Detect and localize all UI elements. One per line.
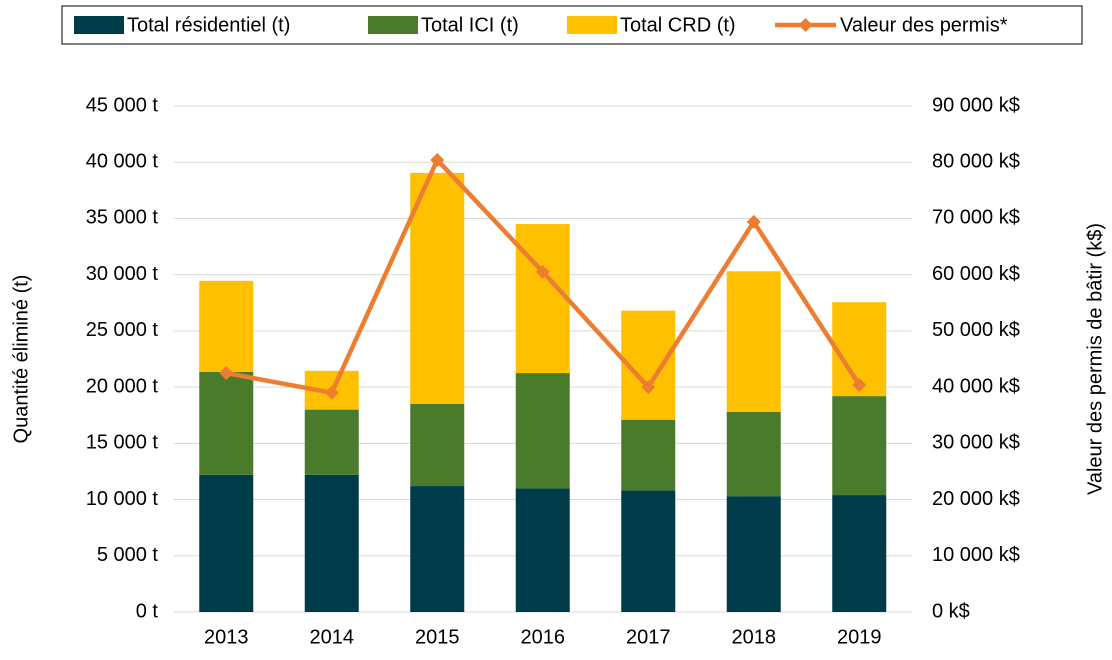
legend-swatch xyxy=(74,16,124,34)
y-tick-label: 45 000 t xyxy=(86,94,159,116)
bar xyxy=(726,271,781,412)
legend-label: Total ICI (t) xyxy=(421,14,519,36)
y2-tick-label: 10 000 k$ xyxy=(932,544,1020,566)
bar xyxy=(304,409,359,475)
x-tick-label: 2016 xyxy=(521,626,566,648)
x-tick-label: 2014 xyxy=(310,626,355,648)
line-marker xyxy=(324,385,339,400)
line-marker xyxy=(430,152,445,167)
bar xyxy=(410,403,465,487)
legend-label: Total CRD (t) xyxy=(620,14,736,36)
x-tick-label: 2018 xyxy=(732,626,777,648)
y-tick-label: 35 000 t xyxy=(86,207,159,229)
y-tick-label: 20 000 t xyxy=(86,375,159,397)
legend-marker xyxy=(798,18,813,32)
x-tick-label: 2017 xyxy=(626,626,671,648)
bar xyxy=(726,496,781,612)
y-tick-label: 40 000 t xyxy=(86,151,159,173)
y2-axis-title: Valeur des permis de bâtir (k$) xyxy=(1084,223,1106,495)
y-tick-label: 10 000 t xyxy=(86,488,159,510)
bar xyxy=(621,490,676,612)
x-tick-label: 2013 xyxy=(204,626,249,648)
y-axis-title: Quantité éliminé (t) xyxy=(10,275,32,444)
bar xyxy=(515,373,570,489)
y-tick-label: 15 000 t xyxy=(86,432,159,454)
bar xyxy=(832,396,887,496)
legend-swatch xyxy=(368,16,418,34)
y-tick-label: 5 000 t xyxy=(97,544,159,566)
y-tick-label: 25 000 t xyxy=(86,319,159,341)
y2-tick-label: 90 000 k$ xyxy=(932,94,1020,116)
bar xyxy=(515,224,570,374)
legend-label: Total résidentiel (t) xyxy=(127,14,290,36)
x-tick-label: 2015 xyxy=(415,626,460,648)
y2-tick-label: 60 000 k$ xyxy=(932,263,1020,285)
y-tick-label: 0 t xyxy=(136,600,159,622)
bar xyxy=(199,371,254,475)
bar xyxy=(199,280,254,372)
line-marker xyxy=(746,214,761,229)
y2-tick-label: 0 k$ xyxy=(932,600,970,622)
legend-box xyxy=(61,5,1083,45)
legend-swatch xyxy=(567,16,617,34)
line-marker xyxy=(852,377,867,392)
line-marker xyxy=(535,264,550,279)
bar xyxy=(515,488,570,612)
bar xyxy=(304,474,359,612)
y2-tick-label: 30 000 k$ xyxy=(932,432,1020,454)
y2-tick-label: 50 000 k$ xyxy=(932,319,1020,341)
y2-tick-label: 40 000 k$ xyxy=(932,375,1020,397)
legend-label: Valeur des permis* xyxy=(840,14,1008,36)
y-tick-label: 30 000 t xyxy=(86,263,159,285)
y2-tick-label: 80 000 k$ xyxy=(932,151,1020,173)
bar xyxy=(410,486,465,612)
y2-tick-label: 70 000 k$ xyxy=(932,207,1020,229)
bar xyxy=(832,495,887,612)
bar xyxy=(199,474,254,612)
line-marker xyxy=(219,366,234,381)
y2-tick-label: 20 000 k$ xyxy=(932,488,1020,510)
bar xyxy=(726,411,781,497)
line-marker xyxy=(641,380,656,395)
bar xyxy=(410,172,465,404)
bar xyxy=(621,419,676,491)
x-tick-label: 2019 xyxy=(837,626,882,648)
